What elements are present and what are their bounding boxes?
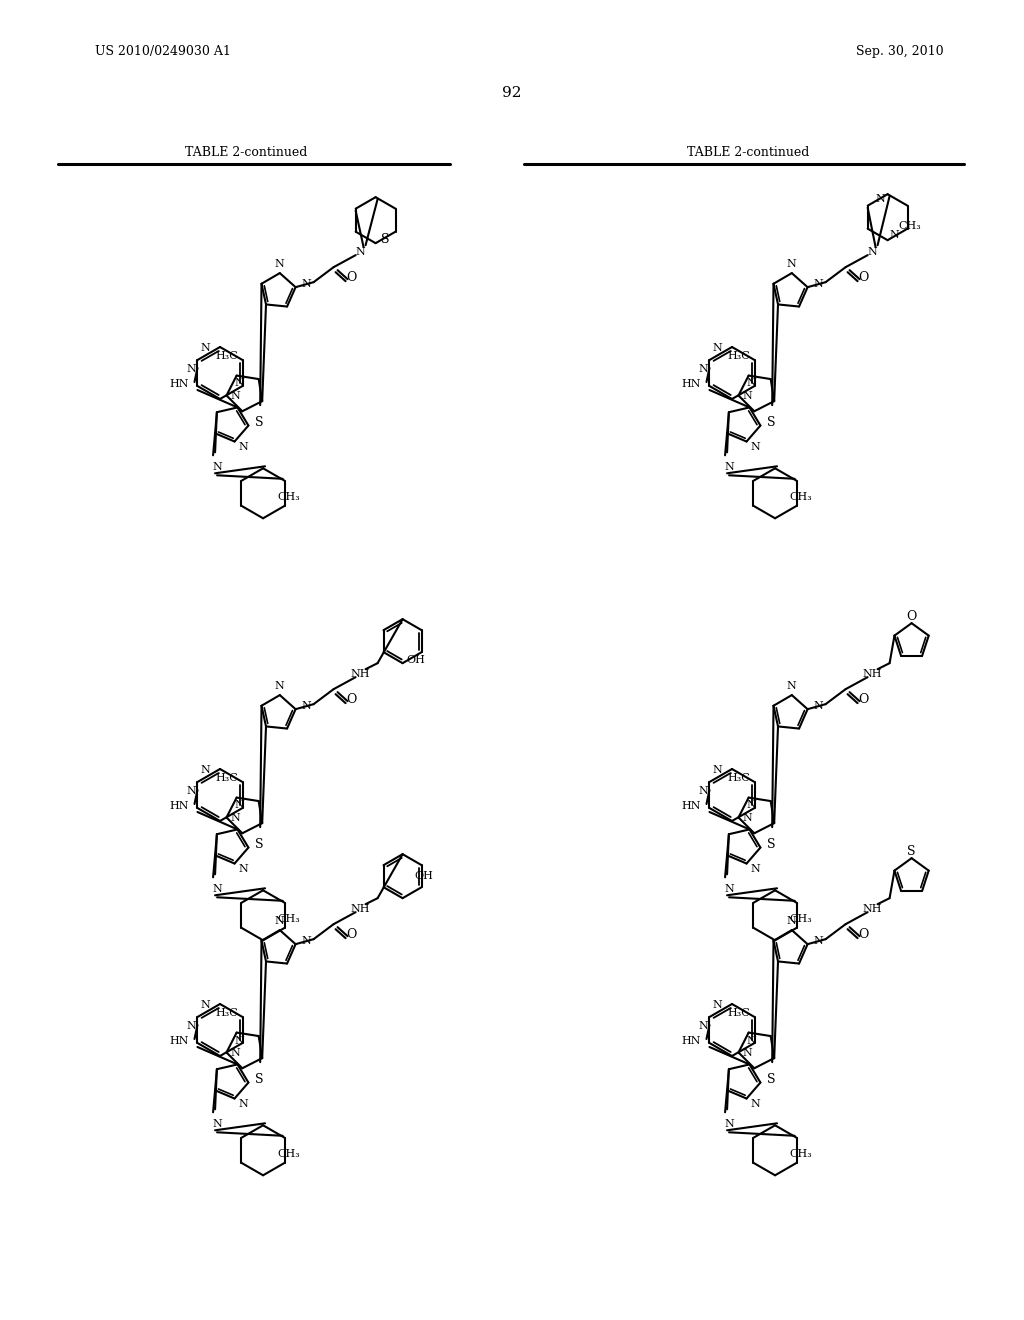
Text: CH₃: CH₃ [790,1148,812,1159]
Text: N: N [355,247,366,257]
Text: N: N [234,1035,244,1045]
Text: N: N [186,785,197,796]
Text: N: N [786,681,797,692]
Text: N: N [201,343,210,352]
Text: O: O [346,271,356,284]
Text: NH: NH [863,904,883,915]
Text: N: N [274,916,285,927]
Text: H₃C: H₃C [216,774,239,783]
Text: N: N [746,1035,756,1045]
Text: N: N [212,1119,222,1130]
Text: O: O [858,928,868,941]
Text: N: N [698,785,709,796]
Text: N: N [212,884,222,894]
Text: OH: OH [414,871,433,882]
Text: CH₃: CH₃ [898,222,921,231]
Text: S: S [767,1073,775,1086]
Text: N: N [201,1001,210,1010]
Text: N: N [234,800,244,810]
Text: N: N [230,1048,241,1059]
Text: N: N [724,1119,734,1130]
Text: N: N [746,800,756,810]
Text: N: N [814,279,823,289]
Text: N: N [724,884,734,894]
Text: N: N [234,379,244,388]
Text: TABLE 2-continued: TABLE 2-continued [184,147,307,160]
Text: O: O [346,693,356,706]
Text: N: N [867,247,878,257]
Text: CH₃: CH₃ [790,913,812,924]
Text: CH₃: CH₃ [278,492,300,502]
Text: CH₃: CH₃ [790,492,812,502]
Text: H₃C: H₃C [728,351,751,360]
Text: N: N [751,863,761,874]
Text: N: N [186,1020,197,1031]
Text: HN: HN [169,1036,188,1045]
Text: N: N [742,392,753,401]
Text: N: N [742,813,753,824]
Text: N: N [274,259,285,269]
Text: N: N [239,863,249,874]
Text: NH: NH [863,669,883,680]
Text: N: N [746,379,756,388]
Text: CH₃: CH₃ [278,1148,300,1159]
Text: N: N [230,813,241,824]
Text: OH: OH [407,655,425,665]
Text: S: S [767,416,775,429]
Text: N: N [230,392,241,401]
Text: N: N [742,1048,753,1059]
Text: N: N [786,259,797,269]
Text: HN: HN [169,801,188,810]
Text: Sep. 30, 2010: Sep. 30, 2010 [856,45,944,58]
Text: N: N [713,1001,722,1010]
Text: N: N [751,1098,761,1109]
Text: CH₃: CH₃ [278,913,300,924]
Text: N: N [302,701,311,711]
Text: N: N [302,279,311,289]
Text: HN: HN [681,1036,700,1045]
Text: O: O [906,610,916,623]
Text: N: N [890,230,899,240]
Text: N: N [698,1020,709,1031]
Text: N: N [724,462,734,473]
Text: HN: HN [681,379,700,389]
Text: O: O [858,693,868,706]
Text: N: N [814,701,823,711]
Text: O: O [858,271,868,284]
Text: S: S [255,838,263,851]
Text: H₃C: H₃C [216,351,239,360]
Text: NH: NH [351,669,371,680]
Text: N: N [713,343,722,352]
Text: O: O [346,928,356,941]
Text: H₃C: H₃C [728,1008,751,1018]
Text: N: N [876,194,886,205]
Text: N: N [302,936,311,946]
Text: H₃C: H₃C [728,774,751,783]
Text: N: N [239,1098,249,1109]
Text: N: N [814,936,823,946]
Text: HN: HN [681,801,700,810]
Text: S: S [381,232,390,246]
Text: NH: NH [351,904,371,915]
Text: TABLE 2-continued: TABLE 2-continued [687,147,809,160]
Text: US 2010/0249030 A1: US 2010/0249030 A1 [95,45,230,58]
Text: N: N [786,916,797,927]
Text: HN: HN [169,379,188,389]
Text: N: N [201,766,210,775]
Text: N: N [698,364,709,374]
Text: S: S [255,1073,263,1086]
Text: N: N [239,441,249,451]
Text: 92: 92 [502,86,522,100]
Text: S: S [907,845,915,858]
Text: S: S [255,416,263,429]
Text: N: N [212,462,222,473]
Text: S: S [767,838,775,851]
Text: N: N [751,441,761,451]
Text: N: N [713,766,722,775]
Text: N: N [274,681,285,692]
Text: H₃C: H₃C [216,1008,239,1018]
Text: N: N [186,364,197,374]
